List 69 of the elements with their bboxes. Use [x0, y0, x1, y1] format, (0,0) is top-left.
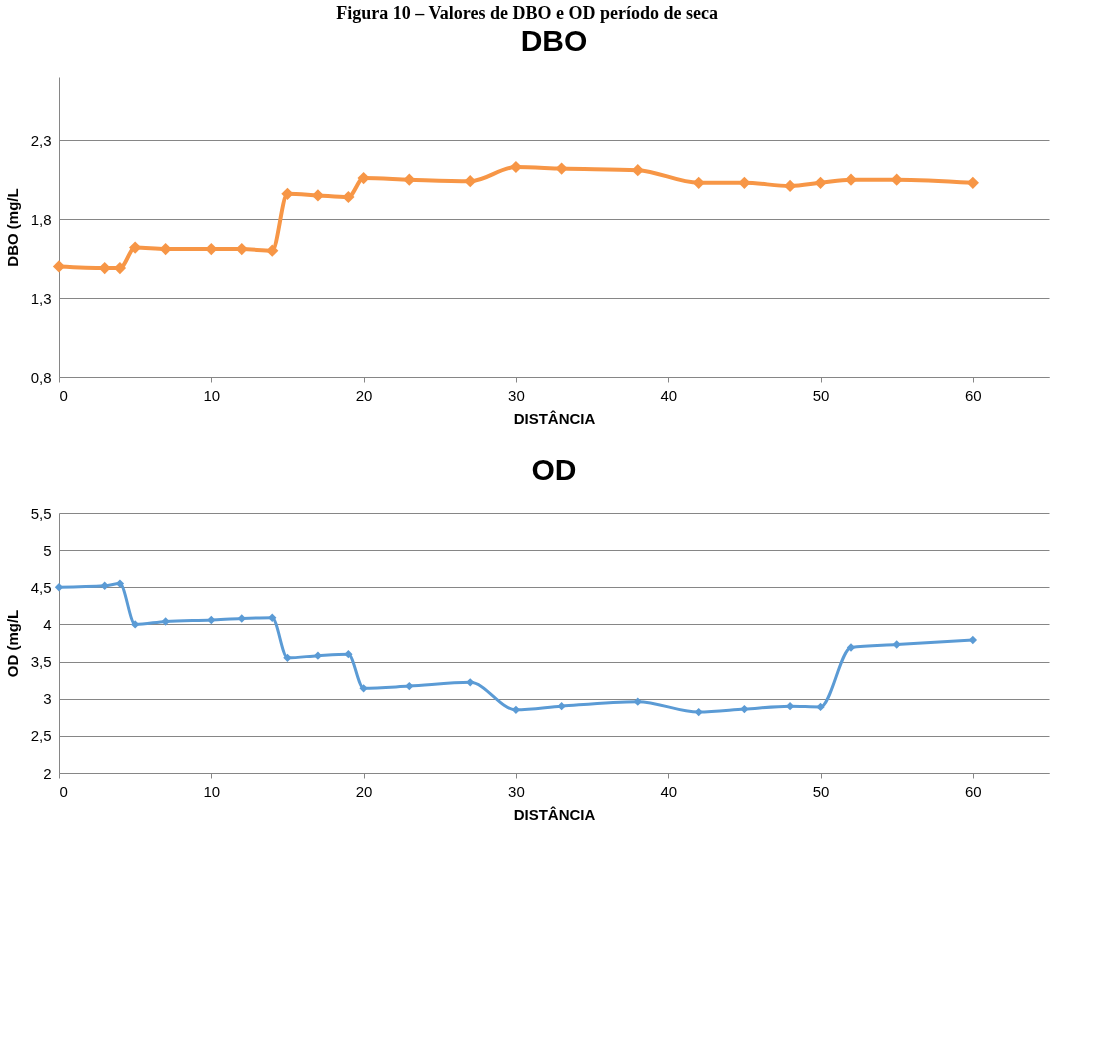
point: [968, 635, 978, 645]
y-axis-title: OD (mg/L: [3, 609, 21, 678]
point: [405, 681, 414, 691]
point: [740, 704, 749, 714]
point: [342, 190, 355, 204]
point: [205, 242, 218, 256]
x-tick-label: 30: [508, 386, 525, 404]
point: [237, 614, 246, 623]
x-tick-label: 20: [355, 386, 373, 404]
point: [357, 171, 370, 185]
x-tick-label: 10: [203, 386, 221, 404]
y-axis-title: DBO (mg/L: [3, 188, 21, 267]
x-tick-label: 50: [812, 782, 830, 800]
point: [359, 684, 368, 693]
point: [268, 613, 277, 622]
point: [113, 261, 127, 275]
point: [311, 189, 325, 202]
y-tick-label: 5,5: [30, 504, 52, 522]
y-tick-label: 5: [43, 541, 52, 559]
y-tick-label: 1,3: [30, 289, 52, 307]
x-axis-title: DISTÂNCIA: [513, 409, 596, 427]
point: [633, 697, 642, 706]
point: [892, 640, 901, 649]
point: [844, 173, 858, 186]
x-tick-label: 0: [59, 782, 68, 800]
point: [694, 707, 703, 717]
point: [266, 244, 279, 257]
point: [207, 615, 216, 625]
y-tick-label: 2,5: [30, 727, 52, 745]
x-tick-label: 40: [660, 386, 678, 404]
point: [814, 176, 827, 189]
point: [115, 579, 125, 588]
point: [130, 620, 140, 629]
point: [509, 160, 523, 174]
point: [464, 175, 477, 188]
point: [816, 702, 825, 712]
x-tick-label: 0: [59, 386, 68, 404]
y-tick-label: 2: [43, 764, 52, 782]
x-tick-label: 10: [203, 782, 221, 800]
y-tick-label: 0,8: [30, 368, 52, 386]
x-tick-label: 40: [660, 782, 678, 800]
point: [52, 260, 66, 273]
point: [54, 583, 64, 592]
point: [466, 678, 475, 687]
x-axis-title: DISTÂNCIA: [513, 805, 596, 823]
point: [283, 653, 292, 663]
chart-title: OD: [531, 453, 577, 486]
point: [557, 701, 566, 711]
y-tick-label: 1,8: [30, 210, 52, 228]
point: [235, 242, 248, 256]
y-tick-label: 3: [43, 690, 52, 708]
point: [161, 617, 170, 626]
y-tick-label: 2,3: [30, 131, 52, 149]
x-tick-label: 20: [355, 782, 373, 800]
point: [846, 643, 856, 652]
point: [159, 242, 172, 256]
y-tick-label: 3,5: [30, 653, 52, 671]
x-tick-label: 30: [508, 782, 525, 800]
point: [98, 261, 111, 275]
chart-title: DBO: [520, 24, 588, 57]
x-tick-label: 60: [965, 782, 982, 800]
point: [100, 581, 109, 590]
x-tick-label: 60: [965, 386, 982, 404]
x-tick-label: 50: [812, 386, 830, 404]
text: Figura 10 – Valores de DBO e OD período de seca: [336, 3, 718, 23]
y-tick-label: 4,5: [30, 578, 52, 596]
y-tick-label: 4: [43, 615, 52, 633]
point: [783, 179, 797, 193]
point: [344, 649, 353, 659]
